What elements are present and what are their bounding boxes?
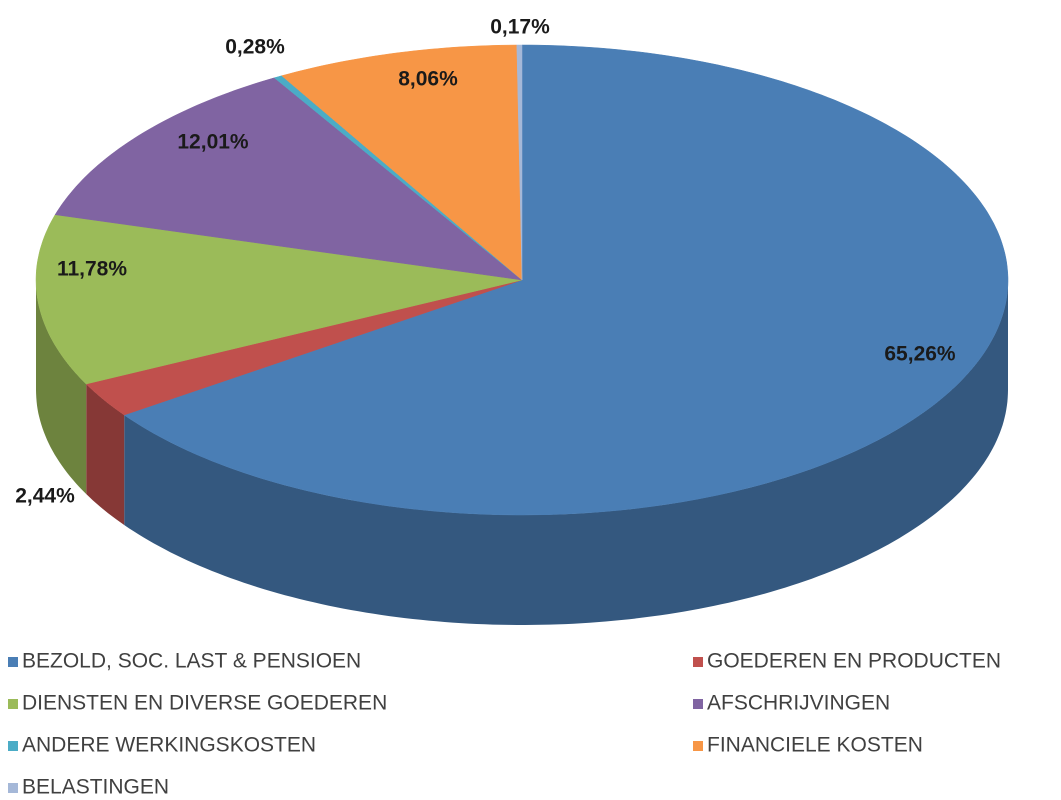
data-label: 65,26% (884, 343, 956, 366)
legend-swatch (693, 699, 703, 709)
slice (123, 44, 1009, 516)
legend-swatch (8, 657, 18, 667)
legend-label: ANDERE WERKINGSKOSTEN (22, 734, 316, 757)
data-label: 2,44% (15, 485, 75, 508)
data-label: 0,17% (490, 16, 550, 39)
slice (281, 44, 523, 281)
legend-label: DIENSTEN EN DIVERSE GOEDEREN (22, 692, 387, 715)
legend-label: BEZOLD, SOC. LAST & PENSIOEN (22, 650, 361, 673)
legend-swatch (8, 783, 18, 793)
slice-side (86, 384, 125, 525)
slice (85, 279, 523, 416)
legend-label: AFSCHRIJVINGEN (707, 692, 890, 715)
data-label: 11,78% (57, 258, 127, 281)
legend-swatch (8, 699, 18, 709)
slice-side (124, 280, 1008, 625)
legend-label: FINANCIELE KOSTEN (707, 734, 923, 757)
data-label: 12,01% (177, 131, 249, 154)
data-label: 8,06% (398, 68, 458, 91)
legend-swatch (693, 741, 703, 751)
legend-label: BELASTINGEN (22, 776, 169, 799)
slice (54, 77, 523, 281)
legend-swatch (8, 741, 18, 751)
slice (35, 214, 523, 385)
data-label: 0,28% (225, 36, 285, 59)
slice (516, 44, 523, 281)
legend-swatch (693, 657, 703, 667)
legend-label: GOEDEREN EN PRODUCTEN (707, 650, 1001, 673)
